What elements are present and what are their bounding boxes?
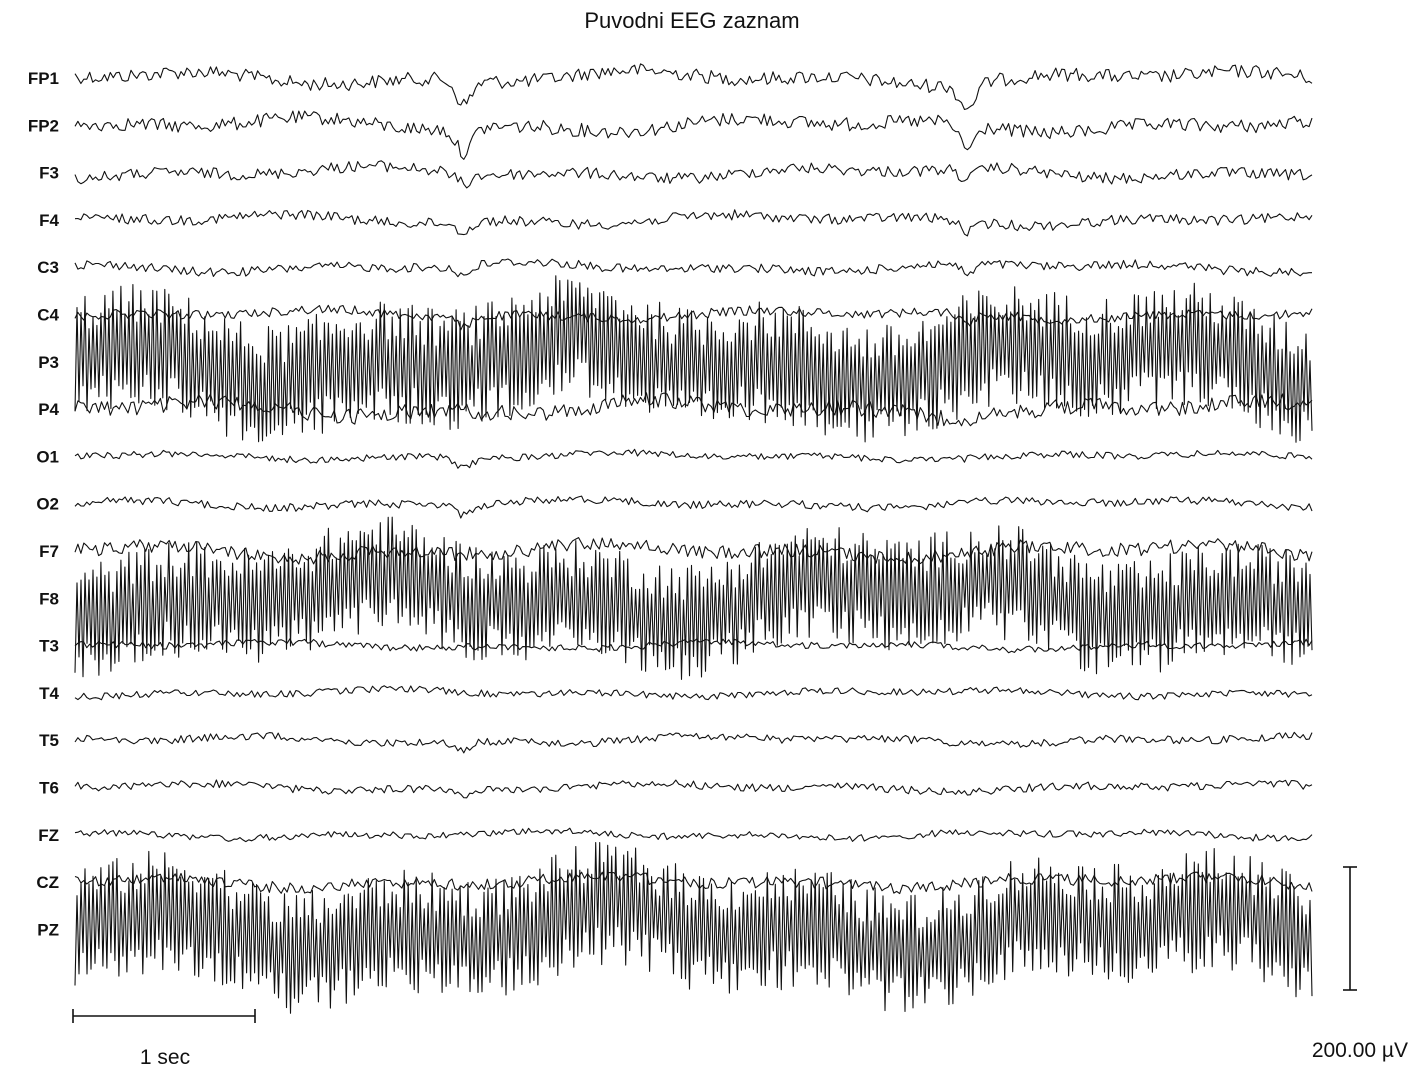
trace-t4	[74, 685, 1313, 701]
channel-label-t3: T3	[39, 637, 59, 656]
trace-t5	[74, 731, 1313, 754]
trace-f8	[74, 516, 1313, 680]
channel-label-fp2: FP2	[28, 116, 59, 135]
channel-label-p3: P3	[38, 353, 59, 372]
trace-f4	[74, 209, 1313, 237]
channel-label-f4: F4	[39, 211, 59, 230]
channel-label-t5: T5	[39, 731, 59, 750]
time-scale-label: 1 sec	[140, 1046, 190, 1069]
trace-p4	[74, 392, 1313, 427]
channel-label-f8: F8	[39, 589, 59, 608]
trace-t3	[74, 638, 1313, 654]
trace-fp1	[74, 63, 1313, 111]
eeg-traces	[74, 63, 1313, 1014]
trace-cz	[74, 871, 1313, 895]
channel-label-f7: F7	[39, 542, 59, 561]
trace-o1	[74, 448, 1313, 469]
chart-title: Puvodni EEG zaznam	[584, 8, 799, 33]
channel-label-cz: CZ	[36, 873, 59, 892]
trace-fz	[74, 827, 1313, 843]
trace-o2	[74, 495, 1313, 519]
channel-label-o2: O2	[36, 495, 59, 514]
trace-c3	[74, 258, 1312, 278]
trace-f3	[74, 160, 1313, 189]
channel-label-o1: O1	[36, 447, 59, 466]
trace-f7	[74, 537, 1313, 565]
trace-t6	[74, 779, 1313, 799]
trace-pz	[74, 842, 1313, 1014]
channel-label-c4: C4	[37, 306, 59, 325]
channel-label-c3: C3	[37, 258, 59, 277]
channel-label-fp1: FP1	[28, 69, 59, 88]
amplitude-scale-bar	[1343, 866, 1357, 991]
channel-labels: FP1 FP2 F3 F4 C3 C4 P3 P4 O1 O2 F7 F8 T3 T4 T5 T6 FZ CZ PZ	[28, 69, 60, 939]
channel-label-f3: F3	[39, 164, 59, 183]
channel-label-t4: T4	[39, 684, 59, 703]
trace-fp2	[74, 110, 1313, 160]
trace-p3	[74, 275, 1313, 443]
time-scale-bar	[72, 1009, 256, 1023]
channel-label-p4: P4	[38, 400, 59, 419]
channel-label-pz: PZ	[37, 920, 59, 939]
channel-label-fz: FZ	[38, 826, 59, 845]
amplitude-scale-label: 200.00 µV	[1312, 1039, 1408, 1062]
channel-label-t6: T6	[39, 779, 59, 798]
